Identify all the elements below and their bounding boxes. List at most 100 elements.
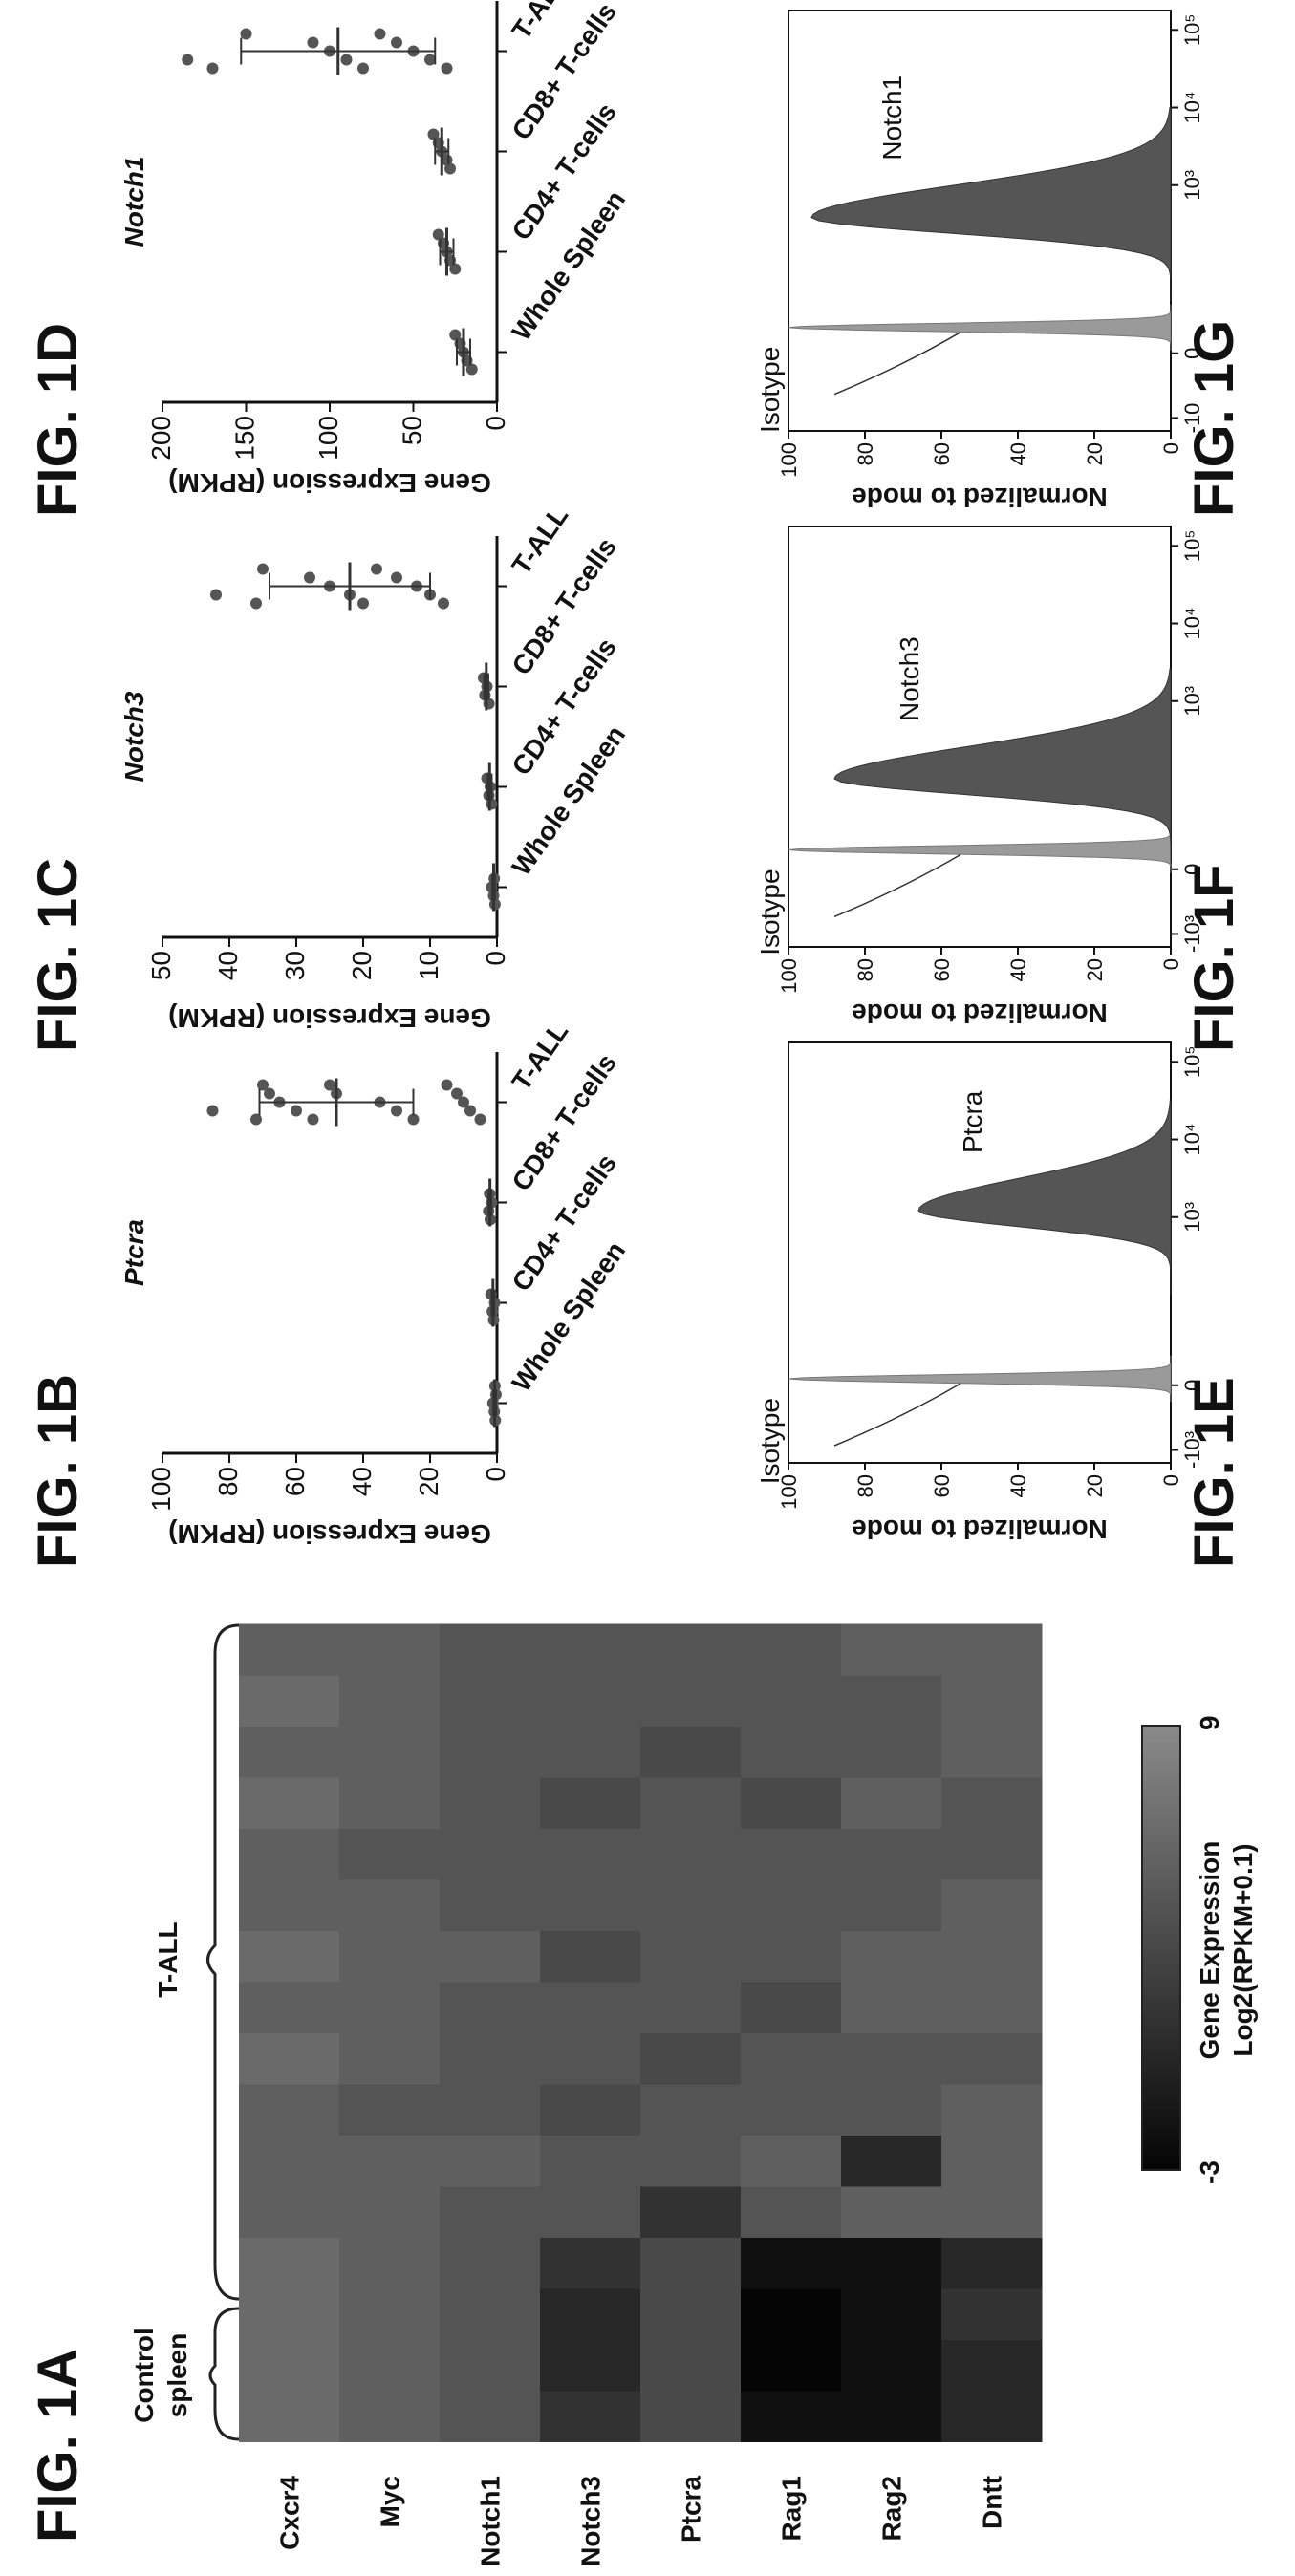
isotype-label: Isotype <box>755 1398 785 1484</box>
heatmap-cell <box>841 2032 942 2085</box>
heatmap-cell <box>841 2391 942 2442</box>
heatmap-cell <box>841 2339 942 2392</box>
heatmap-cell <box>741 2084 842 2136</box>
heatmap-cell <box>239 1930 340 1983</box>
isotype-histogram <box>788 826 1172 873</box>
heatmap-cell <box>339 2186 441 2238</box>
heatmap-cell <box>941 2391 1043 2442</box>
data-point <box>438 597 449 610</box>
fig-1a-label: FIG. 1A <box>27 2349 89 2543</box>
data-point <box>407 1113 420 1126</box>
gene-title: Ptcra <box>119 1219 149 1286</box>
isotype-label: Isotype <box>755 347 785 433</box>
gene-label: Dntt <box>978 2476 1007 2529</box>
heatmap-cell <box>339 1930 441 1983</box>
heatmap-cell <box>339 1777 441 1829</box>
heatmap-cell <box>941 2288 1043 2340</box>
y-tick-label: 0 <box>481 1467 510 1482</box>
heatmap-cell <box>339 2237 441 2289</box>
scatter-fig-1d: 0 50 100 150 200 Gene Expression (RPKM) Notch1… <box>119 0 631 498</box>
y-tick-label: 100 <box>146 1467 176 1512</box>
heatmap-cell <box>841 1675 942 1727</box>
heatmap-cell <box>540 1879 641 1931</box>
y-tick-label: 40 <box>213 951 243 980</box>
data-point <box>391 36 402 49</box>
heatmap-cell <box>841 1623 942 1676</box>
heatmap-cell <box>841 1930 942 1983</box>
colorbar <box>1141 1725 1181 2171</box>
heatmap-cell <box>540 2237 641 2289</box>
heatmap-cell <box>540 2032 641 2085</box>
heatmap-cell <box>640 2032 742 2085</box>
stain-label: Ptcra <box>958 1090 987 1153</box>
data-point <box>441 1079 453 1091</box>
heatmap-cell <box>941 1982 1043 2033</box>
heatmap-cell <box>640 1623 742 1676</box>
heatmap-cell <box>540 2391 641 2442</box>
data-point <box>432 228 444 241</box>
colorbar-max-label: 9 <box>1195 1715 1224 1730</box>
heatmap-cell <box>640 1828 742 1880</box>
y-tick-label: 20 <box>1083 1474 1107 1497</box>
x-tick-label: 10⁵ <box>1180 1046 1204 1079</box>
heatmap-cell <box>440 2084 541 2136</box>
x-tick-label: 0 <box>1180 1380 1204 1391</box>
heatmap-cell <box>440 2135 541 2187</box>
y-tick-label: 40 <box>1006 1474 1030 1497</box>
x-tick-label: 10⁵ <box>1180 14 1204 47</box>
histogram-fig-1e: 0 20 40 60 80 100 -10³ 0 10³ 10⁴ 10⁵ Normalized to … <box>755 1041 1204 1544</box>
heatmap-cell <box>841 2135 942 2187</box>
y-tick-label: 200 <box>146 416 176 461</box>
heatmap-cell <box>339 2084 441 2136</box>
heatmap-cell <box>339 1828 441 1880</box>
heatmap-cell <box>239 1726 340 1778</box>
y-tick-label: 20 <box>1083 442 1107 465</box>
stain-label: Notch1 <box>877 75 907 161</box>
y-tick-label: 150 <box>230 416 260 461</box>
histogram-fig-1f: 0 20 40 60 80 100 -10³ 0 10³ 10⁴ 10⁵ Normalized to … <box>755 526 1204 1028</box>
heatmap-cell <box>540 2339 641 2392</box>
heatmap-cell <box>339 2391 441 2442</box>
heatmap-cell <box>941 1777 1043 1829</box>
stain-histogram <box>833 668 1172 863</box>
heatmap-cell <box>339 1879 441 1931</box>
heatmap-cell <box>941 1930 1043 1983</box>
y-axis-label: Gene Expression (RPKM) <box>168 1519 491 1549</box>
y-axis-label: Normalized to mode <box>852 483 1108 512</box>
heatmap-cell <box>339 2288 441 2340</box>
data-point <box>474 1113 486 1126</box>
y-axis-label: Gene Expression (RPKM) <box>168 1003 491 1033</box>
heatmap-cell <box>540 2135 641 2187</box>
gene-label: Cxcr4 <box>275 2476 305 2550</box>
fig-1b-label: FIG. 1B <box>27 1374 89 1568</box>
data-point <box>250 1113 262 1126</box>
y-tick-label: 100 <box>777 958 801 994</box>
heatmap-cell <box>640 1982 742 2033</box>
data-point <box>240 28 252 40</box>
y-tick-label: 20 <box>347 951 377 980</box>
data-point <box>264 1087 275 1100</box>
heatmap-cell <box>841 1879 942 1931</box>
isotype-histogram <box>788 305 1172 351</box>
data-point <box>391 1105 402 1117</box>
data-point <box>250 597 262 610</box>
data-point <box>182 54 194 66</box>
heatmap-cell <box>741 2186 842 2238</box>
y-tick-label: 0 <box>1159 1474 1183 1486</box>
y-tick-label: 0 <box>1159 958 1183 970</box>
heatmap-cell <box>741 2237 842 2289</box>
heatmap-cell <box>339 2032 441 2085</box>
isotype-pointer <box>833 853 961 918</box>
heatmap-cell <box>841 1828 942 1880</box>
heatmap-cell <box>640 2084 742 2136</box>
heatmap-cell <box>239 2135 340 2187</box>
heatmap-cell <box>540 1623 641 1676</box>
heatmap-cell <box>741 1777 842 1829</box>
data-point <box>449 329 462 341</box>
y-tick-label: 50 <box>398 416 427 445</box>
x-tick-label: 10³ <box>1180 1202 1204 1233</box>
y-tick-label: 100 <box>313 416 343 461</box>
colorbar-title-line2: Log2(RPKM+0.1) <box>1228 1843 1258 2056</box>
heatmap-cell <box>741 2339 842 2392</box>
heatmap-cell <box>540 1726 641 1778</box>
